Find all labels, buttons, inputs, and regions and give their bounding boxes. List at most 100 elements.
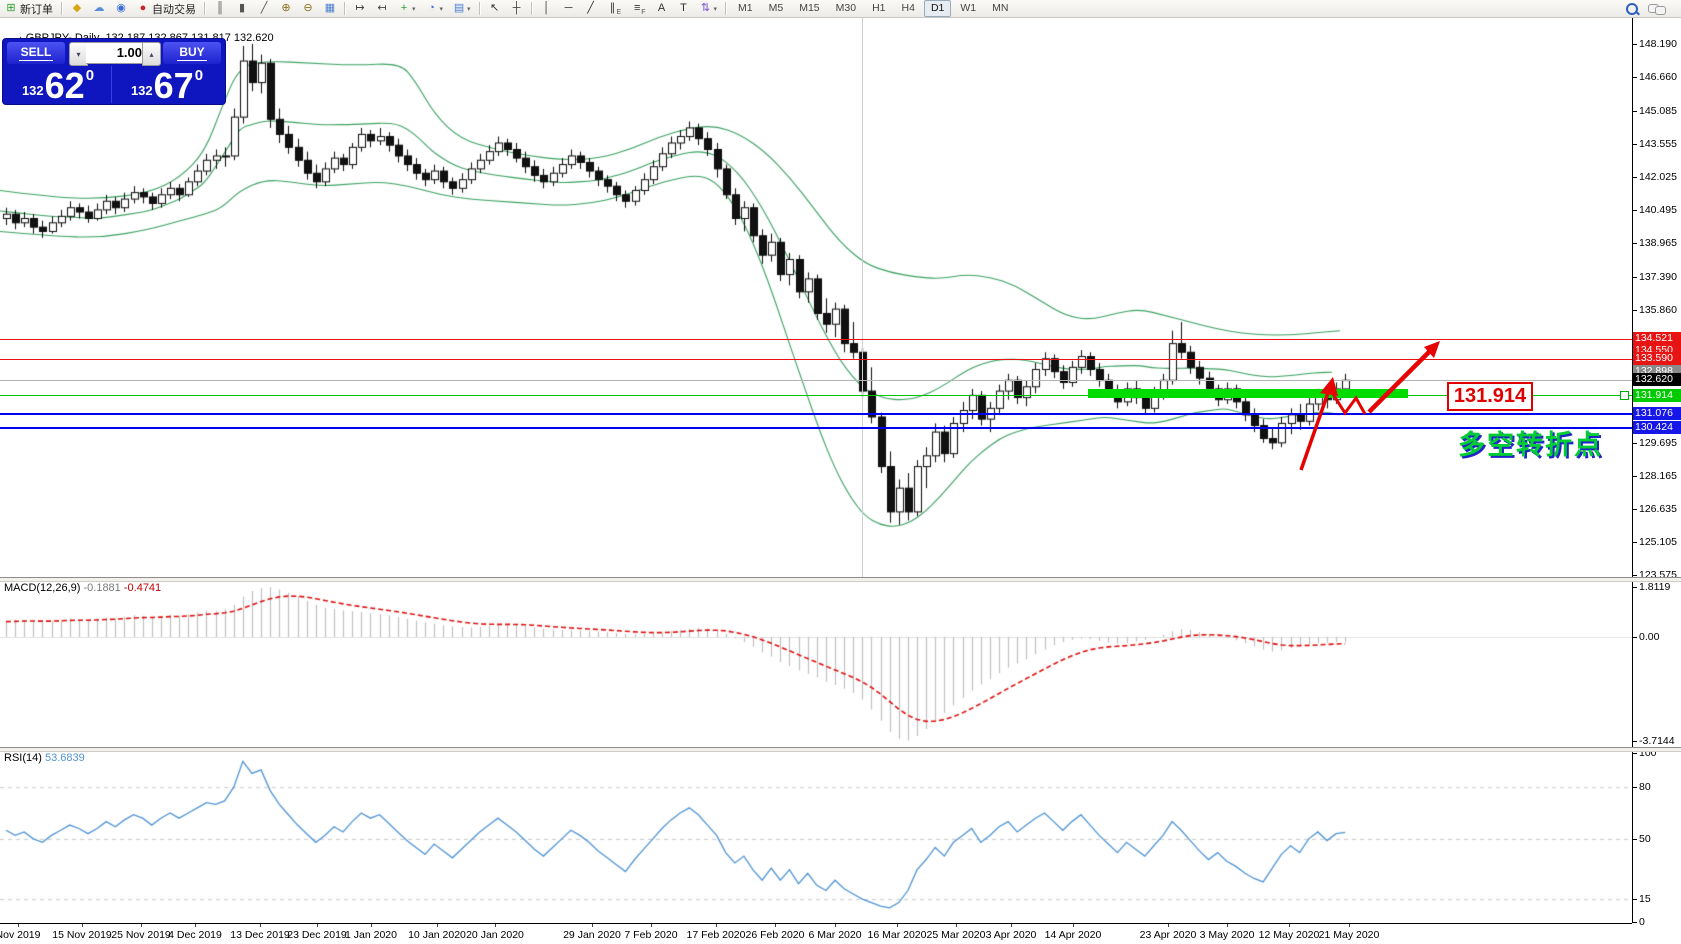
chat-icon[interactable] [1644, 0, 1670, 17]
chevron-down-icon[interactable]: ▾ [713, 5, 718, 13]
rsi-axis-tick-dash [1632, 787, 1637, 789]
text-label-icon[interactable]: T [674, 0, 694, 17]
timeframe-d1[interactable]: D1 [923, 0, 952, 17]
price-axis-tick: 126.635 [1639, 502, 1677, 515]
equidistant-channel-icon[interactable]: ∥ E [603, 0, 626, 17]
toolbar-right [1621, 0, 1681, 17]
timeframe-m5[interactable]: M5 [768, 2, 784, 14]
buy-price-display[interactable]: 132 67 0 [113, 66, 221, 104]
zoom-out-icon[interactable]: ⊖ [298, 0, 318, 17]
line-end-marker [1620, 391, 1629, 401]
autotrading-button[interactable]: ● 自动交易 [133, 0, 200, 17]
sell-price-display[interactable]: 132 62 0 [5, 65, 112, 106]
rsi-indicator-canvas[interactable] [0, 750, 1632, 923]
candlestick-chart-canvas[interactable] [0, 17, 1632, 578]
metaeditor-icon-glyph: ◆ [72, 2, 82, 14]
price-axis-tick-dash [1632, 176, 1637, 178]
one-click-trading-panel: SELL ▾ 1.00 ▴ BUY 132 62 0 132 67 0 [2, 38, 226, 105]
price-axis[interactable] [1632, 17, 1633, 923]
toolbar: ⊞ 新订单 ◆ ☁ ◉ ● 自动交易 ║ ▮ ╱ ⊕ ⊖ ▦ ↦ ↤ + ▾ ◔ ▾ ▤ ▾ ↖ ┼ │ ─ ╱ ∥ E ≡ F A T ⇅ ▾ … [0, 0, 1681, 18]
date-axis-tick [1168, 923, 1169, 927]
indicators-button[interactable]: + ▾ [394, 0, 420, 17]
price-line-134.521 [0, 339, 1632, 340]
sell-price-big: 62 [44, 65, 85, 106]
macd-indicator-canvas[interactable] [0, 580, 1632, 747]
timeframe-m15[interactable]: M15 [799, 2, 820, 14]
date-axis-label: 14 Apr 2020 [1044, 929, 1102, 941]
chevron-down-icon[interactable]: ▾ [439, 5, 444, 13]
date-axis-label: 21 May 2020 [1318, 929, 1380, 941]
timeframe-mn[interactable]: MN [992, 2, 1009, 14]
timeframe-h1[interactable]: H1 [872, 2, 886, 14]
toolbar-separator [344, 2, 346, 15]
buy-button[interactable]: BUY [163, 42, 221, 64]
templates-button[interactable]: ▤ ▾ [449, 0, 475, 17]
new-order-button[interactable]: ⊞ 新订单 [1, 0, 57, 17]
date-axis-label: 26 Feb 2020 [745, 929, 805, 941]
timeframe-m1[interactable]: M1 [738, 2, 753, 14]
fibonacci-retracement-icon[interactable]: ≡ F [627, 0, 649, 17]
chart-shift-icon[interactable]: ↤ [372, 0, 392, 17]
crosshair-icon[interactable]: ┼ [507, 0, 527, 17]
time-axis[interactable] [0, 923, 1632, 924]
timeframe-h4[interactable]: H4 [901, 2, 915, 14]
signals-icon[interactable]: ◉ [111, 0, 131, 17]
price-axis-tick: 128.165 [1639, 469, 1677, 482]
date-axis-label: 7 Feb 2020 [624, 929, 678, 941]
tile-windows-icon[interactable]: ▦ [320, 0, 340, 17]
price-axis-tick-dash [1632, 309, 1637, 311]
metaeditor-icon[interactable]: ◆ [67, 0, 87, 17]
price-line-label-132.620: 132.620 [1633, 373, 1681, 387]
sell-button[interactable]: SELL [7, 42, 65, 64]
date-axis-label: 4 Dec 2019 [168, 929, 222, 941]
toolbar-separator [61, 2, 63, 15]
search-icon[interactable] [1622, 0, 1642, 17]
cursor-icon[interactable]: ↖ [485, 0, 505, 17]
periods-button[interactable]: ◔ ▾ [422, 0, 448, 17]
date-axis-tick [495, 923, 496, 927]
auto-scroll-icon[interactable]: ↦ [350, 0, 370, 17]
candlestick-chart-icon[interactable]: ▮ [232, 0, 252, 17]
chevron-down-icon[interactable]: ▾ [467, 5, 471, 13]
rsi-axis-tick: 80 [1639, 781, 1651, 794]
trendline-icon[interactable]: ╱ [581, 0, 601, 17]
macd-axis-tick-dash [1632, 741, 1637, 742]
line-chart-icon[interactable]: ╱ [254, 0, 274, 17]
price-axis-tick-dash [1632, 143, 1637, 145]
vertical-separator-line [862, 17, 863, 577]
price-axis-tick: 138.965 [1639, 237, 1677, 249]
date-axis-tick [897, 923, 898, 927]
date-axis-tick [437, 923, 438, 927]
date-axis-label: 12 May 2020 [1258, 929, 1320, 941]
price-axis-tick: 145.085 [1639, 104, 1677, 117]
trendline-icon-glyph: ╱ [587, 2, 594, 14]
rsi-label: RSI(14) 53.6839 [4, 752, 85, 764]
arrows-icon[interactable]: ⇅ ▾ [696, 0, 722, 17]
timeframe-m30[interactable]: M30 [835, 2, 857, 14]
periods-glyph: ◔ [428, 2, 435, 14]
date-axis-label: 20 Jan 2020 [466, 929, 524, 941]
price-line-label-133.590: 133.590 [1633, 352, 1681, 366]
profile-icon[interactable]: ☁ [89, 0, 109, 17]
bar-chart-icon[interactable]: ║ [210, 0, 230, 17]
price-axis-tick-dash [1632, 209, 1637, 211]
panel-splitter[interactable] [0, 747, 1681, 752]
timeframe-w1[interactable]: W1 [960, 2, 977, 14]
text-label-icon-glyph: T [680, 2, 687, 14]
volume-increase-button[interactable]: ▴ [142, 42, 161, 66]
macd-label: MACD(12,26,9) -0.1881 -0.4741 [4, 582, 161, 594]
volume-input[interactable]: 1.00 [86, 42, 146, 64]
panel-splitter[interactable] [0, 577, 1681, 582]
vertical-line-icon[interactable]: │ [537, 0, 557, 17]
price-line-label-130.424: 130.424 [1633, 420, 1681, 434]
price-axis-tick-dash [1632, 243, 1637, 244]
sell-price-pip: 0 [85, 67, 95, 84]
timeframe-toolbar: M1 M5 M15 M30 H1 H4 D1 W1 MN [730, 0, 1016, 17]
text-icon[interactable]: A [652, 0, 672, 17]
zoom-in-icon[interactable]: ⊕ [276, 0, 296, 17]
chevron-down-icon[interactable]: ▾ [412, 5, 416, 13]
rsi-axis-tick-dash [1632, 838, 1637, 840]
toolbar-separator [725, 2, 728, 15]
horizontal-line-icon[interactable]: ─ [559, 0, 579, 17]
